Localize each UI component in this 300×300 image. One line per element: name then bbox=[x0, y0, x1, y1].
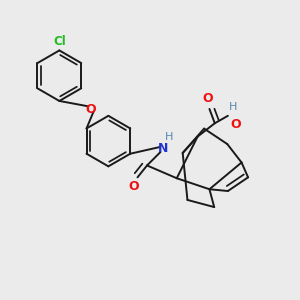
Text: N: N bbox=[158, 142, 169, 155]
Text: O: O bbox=[202, 92, 213, 105]
Text: O: O bbox=[129, 180, 139, 193]
Text: H: H bbox=[165, 132, 173, 142]
Text: Cl: Cl bbox=[53, 35, 66, 48]
Text: O: O bbox=[230, 118, 241, 130]
Text: H: H bbox=[230, 102, 238, 112]
Text: O: O bbox=[85, 103, 96, 116]
